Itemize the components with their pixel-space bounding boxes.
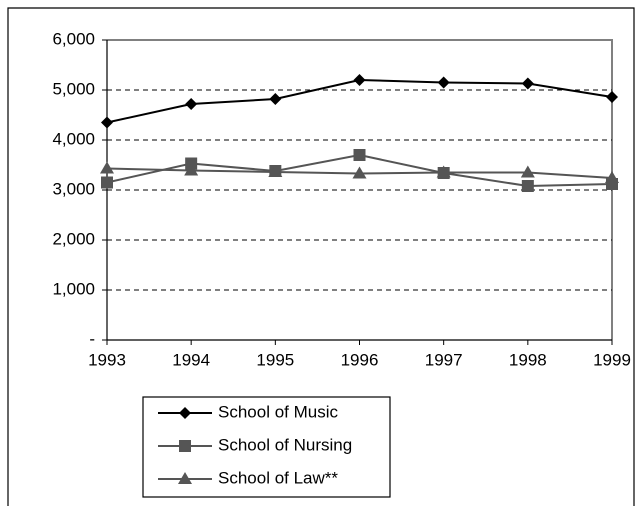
marker [101,176,113,189]
legend-label: School of Law** [218,468,338,487]
y-tick-label: - [89,329,95,348]
y-tick-label: 3,000 [52,179,95,198]
y-tick-label: 2,000 [52,229,95,248]
marker [268,165,283,177]
marker [521,180,534,192]
y-tick-label: 1,000 [52,279,95,298]
y-tick-label: 4,000 [52,129,95,148]
marker [179,407,191,419]
marker [520,165,535,178]
marker [179,440,191,452]
marker [185,98,198,110]
x-tick-label: 1999 [593,350,631,369]
marker [437,76,450,89]
marker [436,165,451,178]
marker [178,472,192,484]
y-tick-label: 5,000 [52,79,95,98]
legend-label: School of Music [218,402,338,421]
x-tick-label: 1995 [256,350,294,369]
marker [353,149,366,161]
marker [521,77,534,90]
y-tick-label: 6,000 [52,29,95,48]
x-tick-label: 1997 [425,350,463,369]
x-tick-label: 1998 [509,350,547,369]
marker [605,171,619,183]
x-tick-label: 1993 [88,350,126,369]
x-tick-label: 1996 [341,350,379,369]
marker [352,166,367,179]
marker [606,91,618,103]
marker [269,93,282,105]
marker [101,116,113,129]
chart-border [7,7,635,506]
marker [353,74,366,86]
x-tick-label: 1994 [172,350,210,369]
series-line [106,78,613,124]
legend-label: School of Nursing [218,435,352,454]
marker [100,161,114,174]
marker [184,163,199,176]
